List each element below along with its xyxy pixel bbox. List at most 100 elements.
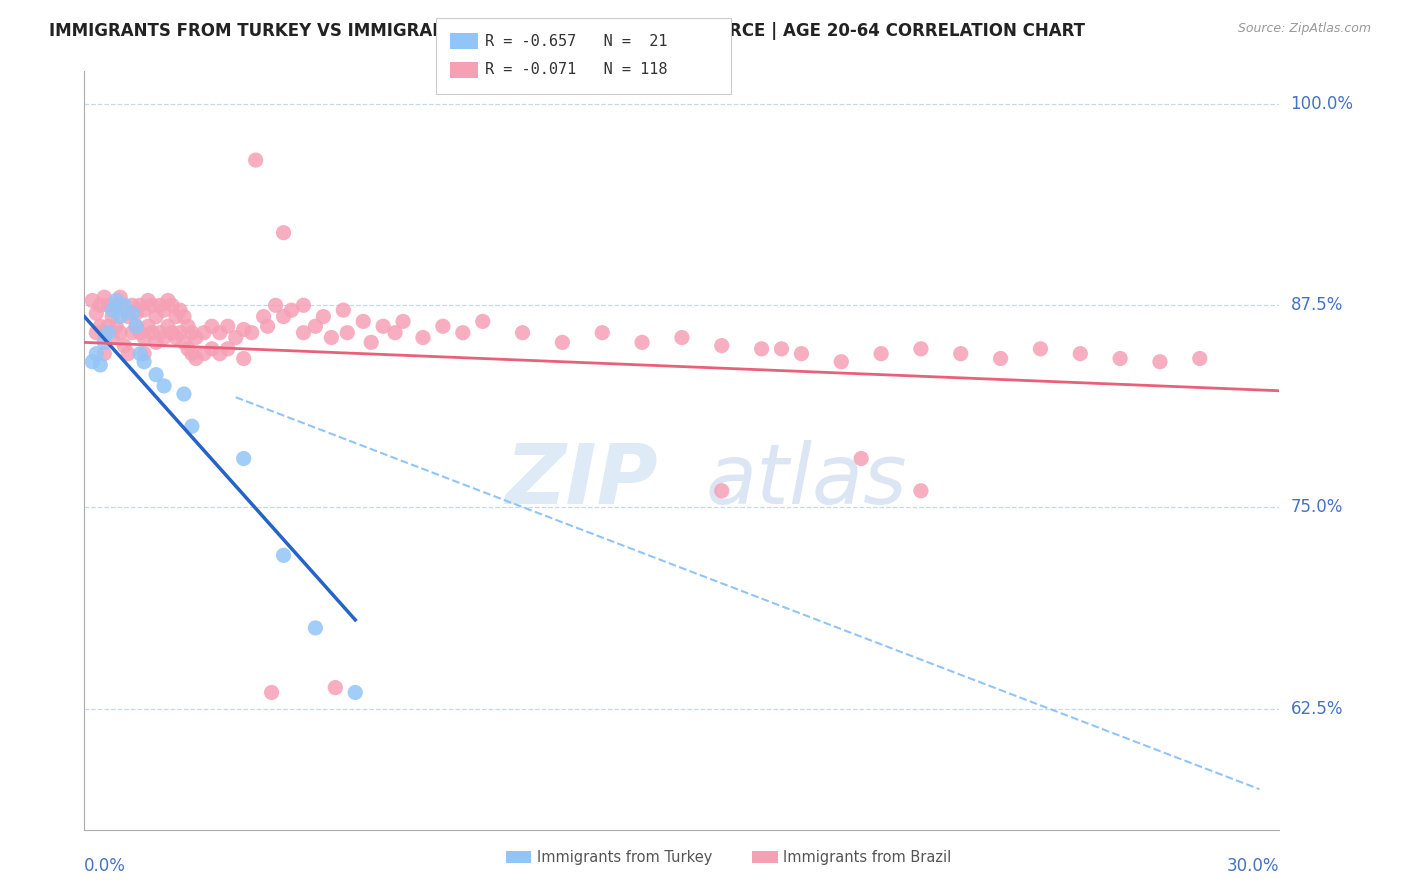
Point [273, 310, 295, 324]
Point [181, 346, 204, 360]
Point [141, 298, 163, 312]
Point [110, 326, 132, 340]
Text: 100.0%: 100.0% [1291, 95, 1354, 112]
Point [97, 319, 120, 334]
Point [121, 306, 143, 320]
Text: IMMIGRANTS FROM TURKEY VS IMMIGRANTS FROM BRAZIL IN LABOR FORCE | AGE 20-64 CORR: IMMIGRANTS FROM TURKEY VS IMMIGRANTS FRO… [49, 22, 1085, 40]
Point [344, 685, 367, 699]
Point [105, 319, 128, 334]
Point [93, 290, 115, 304]
Point [312, 310, 335, 324]
Point [86, 306, 108, 320]
Point [132, 303, 156, 318]
Point [273, 549, 295, 563]
Point [217, 319, 239, 334]
Text: 62.5%: 62.5% [1291, 699, 1343, 717]
Point [304, 319, 326, 334]
Point [169, 303, 191, 318]
Point [280, 303, 302, 318]
Point [101, 310, 124, 324]
Point [232, 322, 254, 336]
Point [1109, 351, 1132, 366]
Text: R = -0.071   N = 118: R = -0.071 N = 118 [485, 62, 668, 77]
Point [304, 621, 326, 635]
Point [256, 319, 278, 334]
Point [292, 298, 315, 312]
Point [132, 346, 156, 360]
Point [512, 326, 534, 340]
Point [117, 346, 139, 360]
Point [232, 451, 254, 466]
Point [157, 319, 180, 334]
Point [173, 310, 195, 324]
Point [157, 293, 180, 308]
Point [165, 330, 187, 344]
Point [671, 330, 693, 344]
Point [217, 342, 239, 356]
Point [97, 298, 120, 312]
Point [112, 298, 135, 312]
Text: atlas: atlas [706, 441, 907, 521]
Point [93, 346, 115, 360]
Point [125, 319, 148, 334]
Point [336, 326, 359, 340]
Point [870, 346, 893, 360]
Point [160, 326, 183, 340]
Point [89, 298, 111, 312]
Point [332, 303, 354, 318]
Point [110, 290, 132, 304]
Text: R = -0.657   N =  21: R = -0.657 N = 21 [485, 34, 668, 48]
Point [82, 355, 104, 369]
Text: 75.0%: 75.0% [1291, 498, 1343, 516]
Point [910, 483, 932, 498]
Point [232, 351, 254, 366]
Point [141, 326, 163, 340]
Point [751, 342, 773, 356]
Point [1188, 351, 1211, 366]
Point [201, 342, 224, 356]
Point [184, 330, 207, 344]
Point [273, 226, 295, 240]
Point [97, 326, 120, 340]
Point [591, 326, 613, 340]
Point [145, 310, 167, 324]
Point [125, 306, 148, 320]
Point [245, 153, 267, 167]
Point [1029, 342, 1052, 356]
Point [264, 298, 287, 312]
Point [384, 326, 406, 340]
Point [631, 335, 654, 350]
Point [129, 346, 152, 360]
Point [173, 387, 195, 401]
Point [201, 319, 224, 334]
Text: 30.0%: 30.0% [1227, 857, 1279, 875]
Point [451, 326, 474, 340]
Point [149, 298, 172, 312]
Point [121, 326, 143, 340]
Point [225, 330, 247, 344]
Point [177, 342, 200, 356]
Point [93, 335, 115, 350]
Text: 0.0%: 0.0% [84, 857, 127, 875]
Text: 87.5%: 87.5% [1291, 296, 1343, 314]
Text: ZIP: ZIP [505, 441, 658, 521]
Point [173, 335, 195, 350]
Point [181, 326, 204, 340]
Point [321, 330, 343, 344]
Text: Immigrants from Turkey: Immigrants from Turkey [537, 850, 713, 864]
Point [432, 319, 454, 334]
Point [181, 419, 204, 434]
Point [129, 326, 152, 340]
Point [153, 330, 176, 344]
Point [770, 342, 793, 356]
Point [910, 342, 932, 356]
Point [240, 326, 263, 340]
Point [851, 451, 873, 466]
Point [160, 298, 183, 312]
Point [101, 330, 124, 344]
Point [136, 293, 159, 308]
Point [373, 319, 395, 334]
Point [193, 346, 215, 360]
Point [132, 355, 156, 369]
Point [1069, 346, 1091, 360]
